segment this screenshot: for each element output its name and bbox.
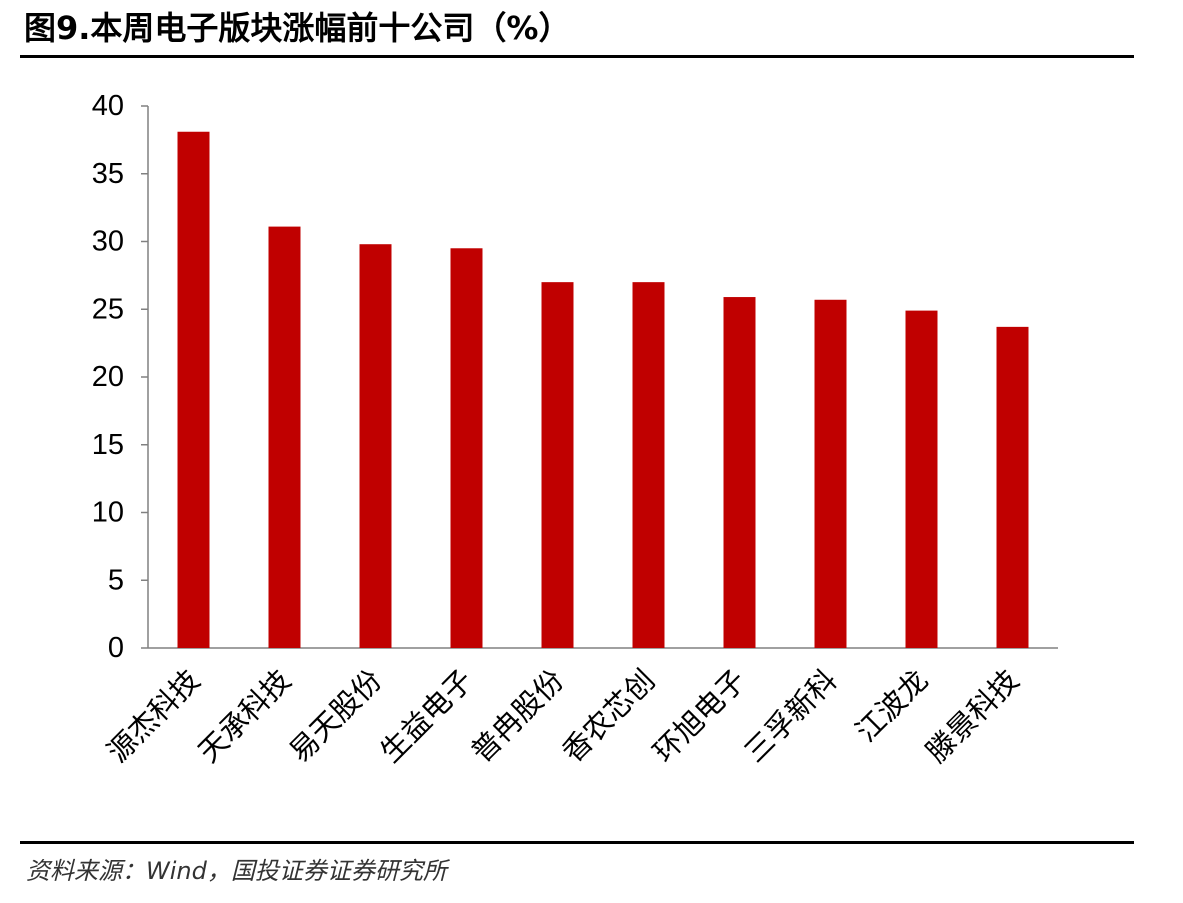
bar bbox=[632, 282, 665, 648]
x-tick-label: 滕景科技 bbox=[919, 663, 1025, 769]
title-divider bbox=[20, 55, 1134, 58]
bar bbox=[723, 297, 756, 648]
bar bbox=[450, 248, 483, 648]
figure-title: 图9.本周电子版块涨幅前十公司（%） bbox=[24, 9, 571, 47]
y-tick-label: 25 bbox=[92, 293, 124, 325]
bar bbox=[268, 226, 301, 648]
x-tick-label: 易天股份 bbox=[282, 663, 388, 769]
bar bbox=[541, 282, 574, 648]
y-tick-label: 30 bbox=[92, 226, 124, 258]
source-divider bbox=[20, 841, 1134, 844]
y-tick-label: 15 bbox=[92, 429, 124, 461]
x-tick-label: 普冉股份 bbox=[464, 663, 570, 769]
bars bbox=[177, 131, 1029, 648]
y-tick-label: 10 bbox=[92, 497, 124, 529]
x-tick-label: 三孚新科 bbox=[737, 663, 843, 769]
y-tick-label: 20 bbox=[92, 361, 124, 393]
y-tick-label: 35 bbox=[92, 158, 124, 190]
bar bbox=[359, 244, 392, 648]
y-axis-ticks: 0 5 10 15 20 25 30 35 40 bbox=[92, 90, 148, 664]
y-tick-label: 0 bbox=[108, 632, 124, 664]
source-note: 资料来源：Wind，国投证券证券研究所 bbox=[26, 857, 447, 885]
x-tick-label: 江波龙 bbox=[849, 663, 935, 749]
bar bbox=[996, 326, 1029, 648]
bar bbox=[814, 299, 847, 648]
y-tick-label: 40 bbox=[92, 90, 124, 122]
y-tick-label: 5 bbox=[108, 564, 124, 596]
x-tick-label: 环旭电子 bbox=[646, 663, 752, 769]
bar bbox=[905, 310, 938, 648]
bar bbox=[177, 131, 210, 648]
x-tick-label: 天承科技 bbox=[191, 663, 297, 769]
x-tick-label: 源杰科技 bbox=[100, 663, 206, 769]
x-tick-label: 生益电子 bbox=[373, 663, 479, 769]
x-tick-label: 香农芯创 bbox=[555, 663, 661, 769]
